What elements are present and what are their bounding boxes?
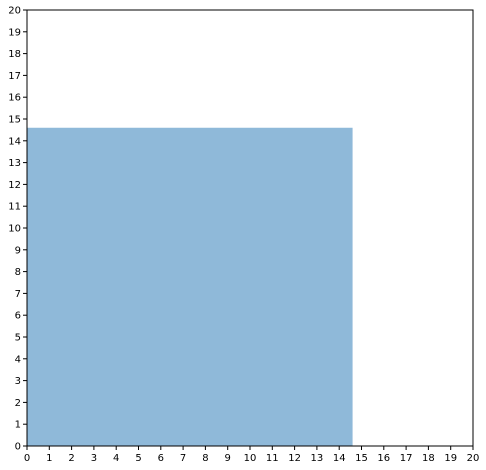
x-tick-label: 16 [377,453,390,464]
x-tick-label: 7 [180,453,186,464]
y-tick-label: 9 [15,245,21,256]
y-tick-label: 19 [8,27,21,38]
x-tick-label: 17 [400,453,413,464]
y-tick-label: 18 [8,49,21,60]
y-tick-label: 1 [15,420,21,431]
x-tick-label: 15 [355,453,368,464]
x-tick-label: 1 [46,453,52,464]
x-tick-label: 0 [24,453,30,464]
y-tick-label: 14 [8,136,21,147]
x-tick-label: 2 [68,453,74,464]
y-tick-label: 13 [8,158,21,169]
y-tick-label: 7 [15,289,21,300]
x-tick-label: 18 [422,453,435,464]
y-tick-label: 4 [15,354,21,365]
x-tick-label: 9 [225,453,231,464]
series-layer [27,127,353,446]
y-tick-label: 16 [8,93,21,104]
x-tick-label: 11 [266,453,279,464]
area-series-0 [27,127,353,446]
x-tick-label: 10 [244,453,257,464]
y-tick-label: 2 [15,398,21,409]
y-tick-label: 8 [15,267,21,278]
x-tick-label: 4 [113,453,119,464]
y-tick-label: 5 [15,333,21,344]
y-tick-label: 0 [15,442,21,453]
x-axis: 0 1 2 3 4 5 6 7 8 9 10 11 12 13 14 15 16 17 18 19 20 [24,446,480,464]
x-tick-label: 20 [467,453,480,464]
x-tick-label: 6 [158,453,164,464]
x-tick-label: 12 [288,453,301,464]
x-tick-label: 8 [202,453,208,464]
y-tick-label: 11 [8,202,21,213]
y-tick-label: 12 [8,180,21,191]
y-tick-label: 15 [8,115,21,126]
x-tick-label: 14 [333,453,346,464]
y-tick-label: 17 [8,71,21,82]
y-tick-label: 20 [8,6,21,17]
x-tick-label: 5 [135,453,141,464]
y-tick-label: 6 [15,311,21,322]
y-tick-label: 10 [8,224,21,235]
y-tick-label: 3 [15,376,21,387]
x-tick-label: 19 [444,453,457,464]
x-tick-label: 3 [91,453,97,464]
x-tick-label: 13 [311,453,324,464]
